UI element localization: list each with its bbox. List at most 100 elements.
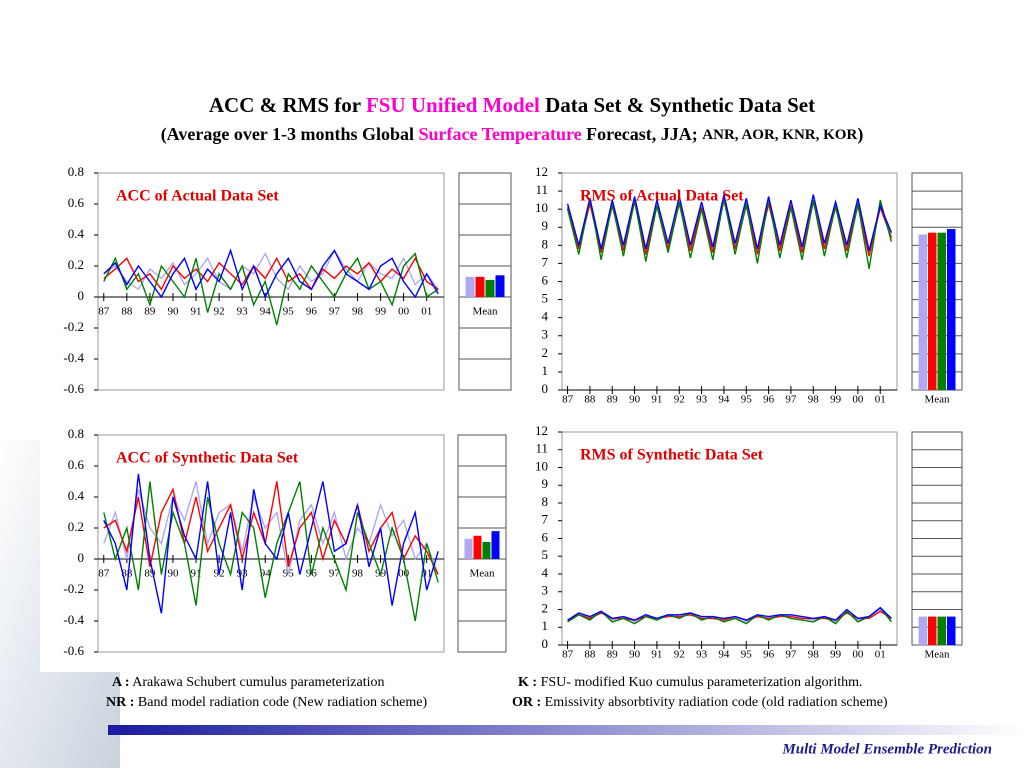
- x-tick-label: 90: [167, 306, 179, 318]
- y-tick-label: 4: [542, 309, 549, 324]
- chart-label: ACC of Actual Data Set: [116, 188, 279, 205]
- y-tick-label: -0.2: [63, 581, 84, 596]
- x-tick-label: 90: [629, 649, 641, 661]
- note: NR : Band model radiation code (New radi…: [106, 695, 427, 710]
- x-tick-label: 00: [852, 649, 864, 661]
- x-tick-label: 89: [144, 306, 156, 318]
- mean-bar: [464, 538, 473, 559]
- mean-label: Mean: [924, 394, 950, 406]
- footer-bar: [108, 725, 1024, 735]
- mean-bar: [473, 535, 482, 559]
- y-tick-label: 2: [542, 600, 549, 615]
- y-tick-label: 10: [535, 458, 548, 473]
- x-tick-label: 94: [718, 394, 730, 406]
- x-tick-label: 93: [237, 568, 249, 580]
- y-tick-label: 0.8: [68, 426, 84, 441]
- x-tick-label: 87: [98, 306, 110, 318]
- note-text: Band model radiation code (New radiation…: [134, 695, 427, 710]
- series-line: [103, 481, 439, 575]
- series-line: [567, 606, 892, 625]
- series-line: [103, 252, 439, 326]
- y-tick-label: 6: [542, 272, 549, 287]
- series-line: [566, 194, 893, 251]
- series-line: [567, 606, 892, 621]
- x-tick-label: 91: [651, 394, 662, 406]
- y-tick-label: 5: [542, 291, 549, 306]
- y-tick-label: 0.8: [68, 164, 84, 179]
- y-tick-label: 8: [542, 494, 549, 509]
- mean-bar: [482, 541, 491, 559]
- mean-bar: [491, 531, 500, 559]
- y-tick-label: 2: [542, 345, 549, 360]
- title-part: ACC & RMS for: [209, 93, 366, 117]
- x-tick-label: 89: [607, 394, 619, 406]
- series-line: [103, 256, 439, 291]
- plot-frame: [97, 172, 445, 391]
- x-tick-label: 01: [875, 649, 886, 661]
- chart-label: RMS of Actual Data Set: [580, 188, 744, 205]
- mean-bar: [947, 229, 956, 390]
- x-tick-label: 91: [191, 306, 202, 318]
- x-tick-label: 98: [808, 394, 820, 406]
- x-tick-label: 92: [674, 649, 685, 661]
- series-line: [103, 248, 439, 299]
- mean-bar: [947, 616, 956, 645]
- x-tick-label: 88: [584, 649, 596, 661]
- mean-label: Mean: [472, 306, 498, 318]
- x-tick-label: 98: [808, 649, 820, 661]
- series-line: [103, 473, 439, 614]
- series-line: [566, 198, 893, 269]
- chart-label: RMS of Synthetic Data Set: [580, 447, 764, 464]
- y-tick-label: 8: [542, 236, 549, 251]
- y-tick-label: 10: [535, 200, 548, 215]
- x-tick-label: 95: [741, 394, 753, 406]
- y-tick-label: 1: [542, 363, 549, 378]
- mean-bar: [937, 616, 946, 645]
- y-tick-label: 12: [535, 164, 548, 179]
- plot-frame: [97, 434, 445, 653]
- x-tick-label: 89: [607, 649, 619, 661]
- y-tick-label: 0: [542, 381, 549, 396]
- note: OR : Emissivity absorbtivity radiation c…: [512, 695, 888, 710]
- note-key: NR :: [106, 695, 134, 710]
- series-line: [103, 481, 439, 622]
- x-tick-label: 92: [674, 394, 685, 406]
- x-tick-label: 95: [741, 649, 753, 661]
- y-tick-label: -0.4: [63, 350, 84, 365]
- x-tick-label: 99: [830, 394, 842, 406]
- note: A : Arakawa Schubert cumulus parameteriz…: [112, 675, 385, 690]
- y-tick-label: 0.2: [68, 257, 84, 272]
- x-tick-label: 96: [763, 394, 775, 406]
- x-tick-label: 87: [562, 649, 574, 661]
- x-tick-label: 91: [191, 568, 202, 580]
- x-tick-label: 97: [785, 394, 797, 406]
- mean-bar: [928, 232, 937, 390]
- mean-bar: [485, 279, 495, 297]
- y-tick-label: 0.6: [68, 457, 85, 472]
- series-line: [103, 249, 439, 291]
- mean-bar: [475, 276, 485, 297]
- y-tick-label: 1: [542, 618, 549, 633]
- x-tick-label: 90: [629, 394, 641, 406]
- x-tick-label: 94: [260, 306, 272, 318]
- y-tick-label: 7: [542, 512, 549, 527]
- x-tick-label: 93: [237, 306, 249, 318]
- x-tick-label: 96: [306, 306, 318, 318]
- x-tick-label: 87: [562, 394, 574, 406]
- x-tick-label: 99: [375, 306, 387, 318]
- x-tick-label: 99: [830, 649, 842, 661]
- y-tick-label: 0.4: [68, 226, 85, 241]
- y-tick-label: 0: [78, 550, 85, 565]
- footer-text: Multi Model Ensemble Prediction: [781, 741, 992, 757]
- x-tick-label: 91: [651, 649, 662, 661]
- x-tick-label: 94: [260, 568, 272, 580]
- y-tick-label: 4: [542, 565, 549, 580]
- x-tick-label: 98: [352, 568, 364, 580]
- title-part: FSU Unified Model: [366, 93, 540, 117]
- subtitle-part: Surface Temperature: [419, 124, 582, 144]
- y-tick-label: -0.6: [63, 381, 84, 396]
- x-tick-label: 96: [763, 649, 775, 661]
- slide-subtitle: (Average over 1-3 months Global Surface …: [161, 124, 864, 145]
- x-tick-label: 88: [121, 306, 133, 318]
